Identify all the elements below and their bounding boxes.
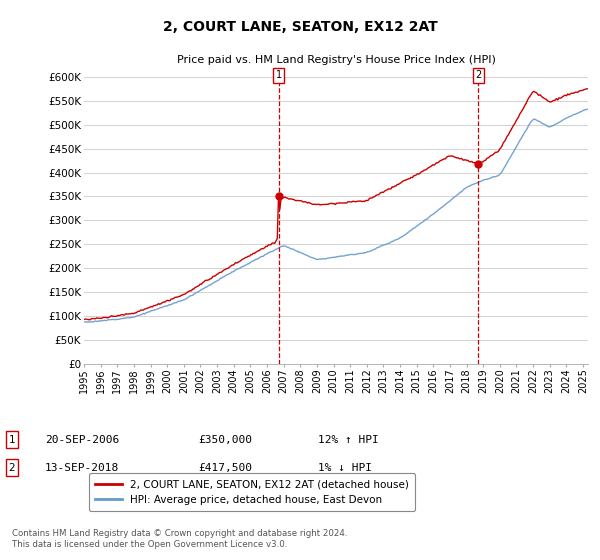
- Text: 1: 1: [8, 435, 16, 445]
- Text: 13-SEP-2018: 13-SEP-2018: [45, 463, 119, 473]
- Text: £350,000: £350,000: [198, 435, 252, 445]
- Text: 20-SEP-2006: 20-SEP-2006: [45, 435, 119, 445]
- Text: 1: 1: [276, 70, 282, 80]
- Legend: 2, COURT LANE, SEATON, EX12 2AT (detached house), HPI: Average price, detached h: 2, COURT LANE, SEATON, EX12 2AT (detache…: [89, 473, 415, 511]
- Text: 2: 2: [8, 463, 16, 473]
- Title: Price paid vs. HM Land Registry's House Price Index (HPI): Price paid vs. HM Land Registry's House …: [176, 55, 496, 65]
- Text: 2: 2: [475, 70, 481, 80]
- Text: £417,500: £417,500: [198, 463, 252, 473]
- Text: 1% ↓ HPI: 1% ↓ HPI: [318, 463, 372, 473]
- Text: 2, COURT LANE, SEATON, EX12 2AT: 2, COURT LANE, SEATON, EX12 2AT: [163, 20, 437, 34]
- Text: Contains HM Land Registry data © Crown copyright and database right 2024.
This d: Contains HM Land Registry data © Crown c…: [12, 529, 347, 549]
- Text: 12% ↑ HPI: 12% ↑ HPI: [318, 435, 379, 445]
